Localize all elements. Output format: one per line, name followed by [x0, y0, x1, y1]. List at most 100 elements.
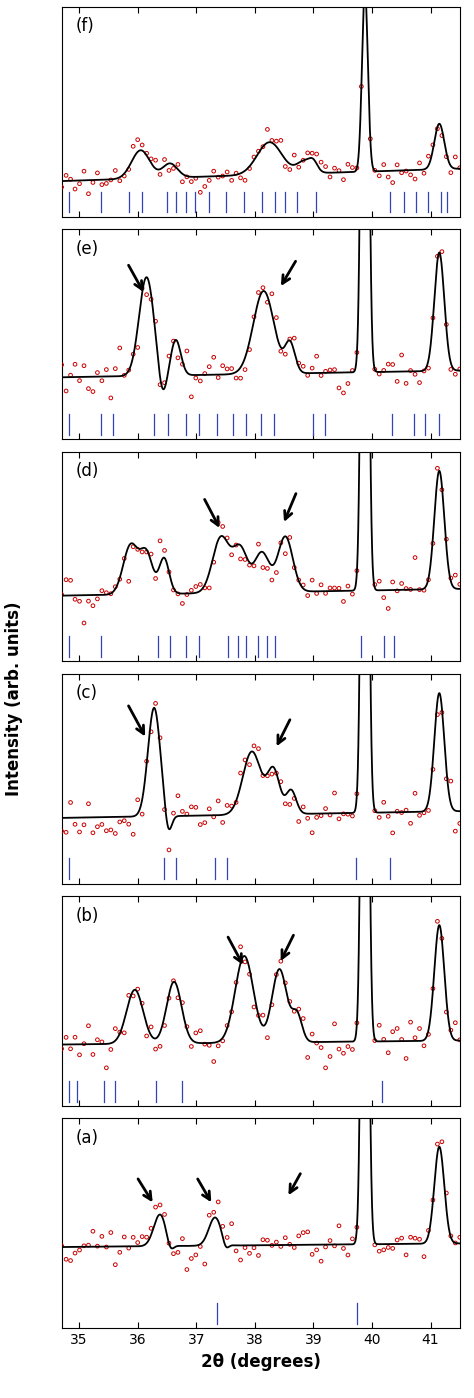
Point: [111, 822, 119, 844]
Point: [362, 802, 370, 825]
Point: [375, 1014, 383, 1036]
Point: [416, 1018, 423, 1040]
Point: [353, 559, 361, 582]
Point: [286, 1233, 293, 1255]
Point: [402, 577, 410, 600]
Point: [210, 1201, 218, 1223]
Point: [429, 1188, 437, 1211]
Point: [277, 129, 284, 151]
Point: [402, 372, 410, 394]
Point: [246, 158, 253, 180]
Point: [268, 129, 276, 151]
Point: [237, 762, 245, 784]
Point: [120, 365, 128, 387]
Point: [344, 154, 352, 176]
Point: [71, 814, 79, 836]
Point: [98, 1225, 106, 1247]
Point: [246, 338, 253, 361]
Point: [125, 359, 133, 382]
Point: [94, 587, 101, 610]
Point: [277, 531, 284, 554]
Point: [138, 1226, 146, 1248]
Point: [291, 556, 298, 579]
Point: [313, 582, 320, 604]
Point: [138, 802, 146, 825]
Point: [456, 1226, 464, 1248]
Point: [174, 154, 182, 176]
Point: [375, 807, 383, 829]
Point: [309, 143, 316, 165]
Point: [362, 356, 370, 379]
Point: [443, 1001, 450, 1023]
Point: [210, 551, 218, 573]
Point: [237, 368, 245, 390]
Point: [255, 140, 262, 162]
Point: [416, 579, 423, 601]
Point: [219, 1030, 227, 1053]
Point: [331, 157, 338, 179]
Point: [344, 1036, 352, 1058]
Point: [170, 157, 177, 179]
Point: [357, 356, 365, 379]
Point: [138, 277, 146, 299]
Point: [107, 169, 115, 192]
Point: [340, 590, 347, 612]
Point: [317, 1250, 325, 1272]
Point: [143, 751, 150, 773]
Point: [111, 358, 119, 380]
Point: [228, 1212, 236, 1234]
Point: [264, 765, 271, 787]
Point: [309, 822, 316, 844]
Point: [232, 972, 240, 994]
Point: [183, 583, 191, 605]
Point: [268, 569, 276, 591]
Point: [402, 800, 410, 822]
Point: [456, 358, 464, 380]
Point: [156, 1194, 164, 1216]
Point: [232, 162, 240, 185]
Point: [304, 365, 311, 387]
Point: [85, 793, 92, 815]
Point: [174, 583, 182, 605]
Point: [371, 159, 379, 182]
Point: [161, 372, 168, 394]
Point: [188, 1247, 195, 1269]
Point: [295, 998, 302, 1021]
Point: [429, 134, 437, 157]
Point: [125, 570, 133, 593]
Point: [192, 1022, 200, 1044]
Point: [425, 1219, 432, 1241]
Point: [156, 530, 164, 552]
Point: [452, 1012, 459, 1035]
Point: [120, 809, 128, 832]
Point: [214, 790, 222, 812]
Point: [291, 1000, 298, 1022]
Point: [219, 811, 227, 833]
Point: [250, 1237, 258, 1260]
Point: [129, 823, 137, 846]
Point: [170, 330, 177, 352]
Point: [80, 612, 88, 635]
Point: [111, 159, 119, 182]
Point: [331, 781, 338, 804]
Point: [152, 1037, 159, 1060]
Point: [107, 387, 115, 410]
Point: [295, 352, 302, 375]
Point: [434, 245, 441, 267]
Point: [138, 541, 146, 563]
Point: [214, 512, 222, 534]
Point: [344, 372, 352, 394]
Point: [366, 421, 374, 443]
Point: [375, 1240, 383, 1262]
Point: [384, 166, 392, 189]
Point: [353, 341, 361, 363]
Point: [420, 1246, 428, 1268]
Point: [192, 366, 200, 389]
Point: [335, 159, 343, 182]
Point: [429, 977, 437, 1000]
Point: [174, 784, 182, 807]
Point: [304, 807, 311, 829]
Point: [443, 768, 450, 790]
Point: [362, 1032, 370, 1054]
Point: [120, 1226, 128, 1248]
